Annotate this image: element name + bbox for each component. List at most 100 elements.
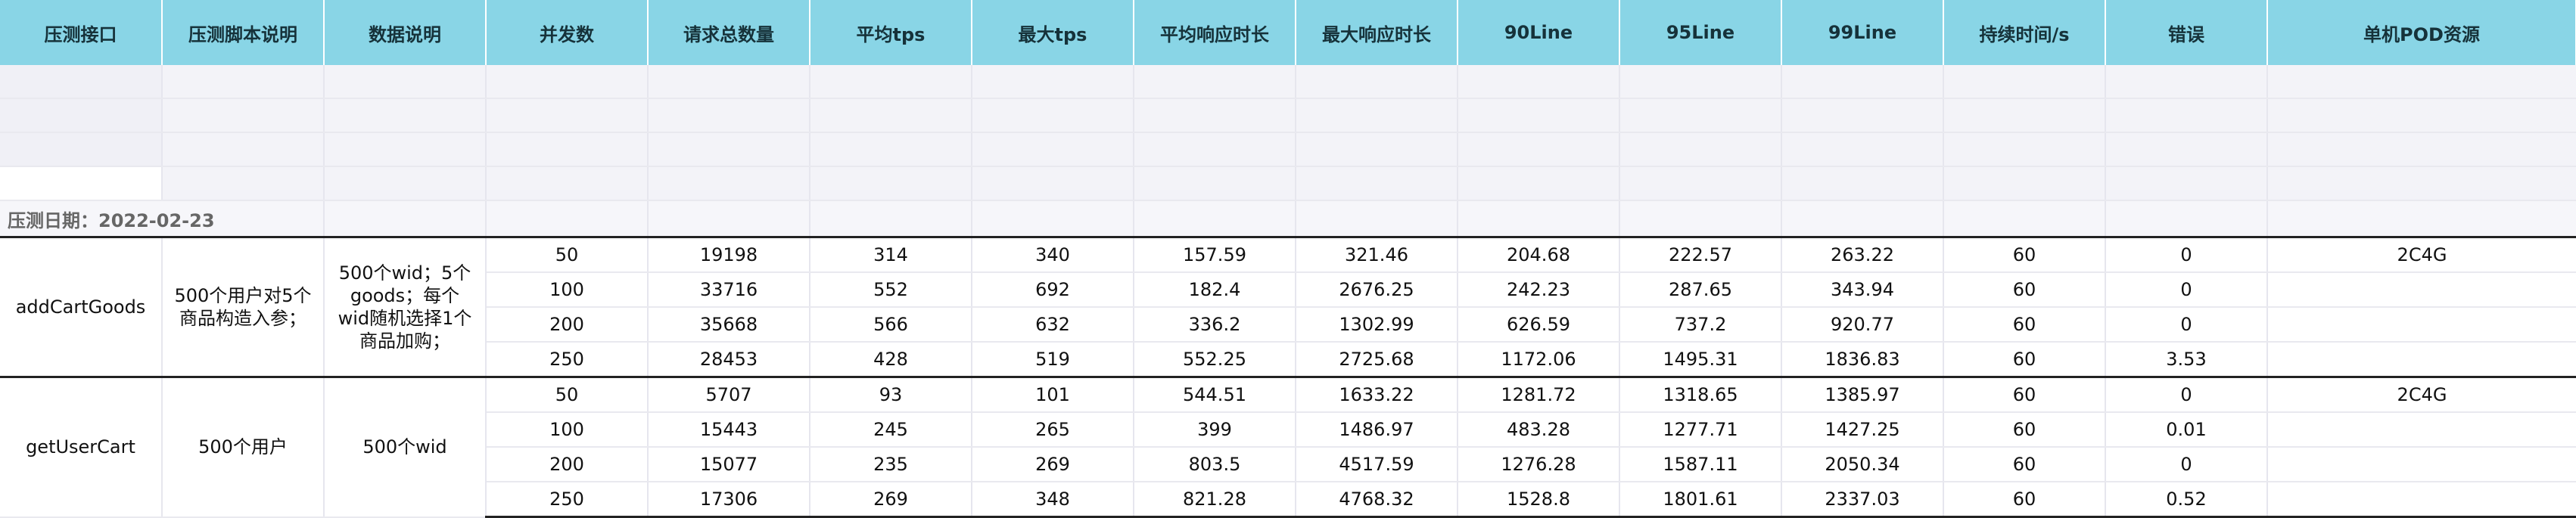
- blank-cell[interactable]: [486, 166, 649, 201]
- blank-cell[interactable]: [2105, 98, 2268, 133]
- pod-resource-cell[interactable]: [2267, 307, 2576, 343]
- blank-cell[interactable]: [324, 200, 487, 238]
- blank-cell[interactable]: [1619, 98, 1782, 133]
- blank-cell[interactable]: [1943, 132, 2106, 167]
- duration-cell[interactable]: 60: [1943, 447, 2106, 482]
- blank-cell[interactable]: [486, 132, 649, 167]
- concurrency-cell[interactable]: 250: [486, 482, 649, 518]
- total-requests-cell[interactable]: 33716: [648, 272, 810, 308]
- line90-cell[interactable]: 626.59: [1458, 307, 1620, 343]
- errors-cell[interactable]: 0: [2105, 236, 2268, 273]
- avg-rt-cell[interactable]: 552.25: [1134, 342, 1296, 378]
- line90-cell[interactable]: 242.23: [1458, 272, 1620, 308]
- pod-resource-cell[interactable]: 2C4G: [2267, 236, 2576, 273]
- blank-cell[interactable]: [486, 65, 649, 99]
- line99-cell[interactable]: 2050.34: [1781, 447, 1944, 482]
- max-rt-cell[interactable]: 321.46: [1296, 236, 1458, 273]
- blank-cell[interactable]: [2267, 132, 2576, 167]
- blank-cell[interactable]: [2105, 65, 2268, 99]
- blank-cell[interactable]: [1458, 65, 1620, 99]
- header-cell-api[interactable]: 压测接口: [0, 0, 163, 65]
- total-requests-cell[interactable]: 28453: [648, 342, 810, 378]
- blank-cell[interactable]: [1943, 98, 2106, 133]
- line99-cell[interactable]: 343.94: [1781, 272, 1944, 308]
- blank-cell[interactable]: [1781, 132, 1944, 167]
- concurrency-cell[interactable]: 200: [486, 307, 649, 343]
- errors-cell[interactable]: 0: [2105, 272, 2268, 308]
- blank-cell[interactable]: [1296, 200, 1458, 238]
- blank-cell[interactable]: [810, 200, 972, 238]
- concurrency-cell[interactable]: 50: [486, 376, 649, 413]
- api-name-cell[interactable]: addCartGoods: [0, 236, 163, 378]
- total-requests-cell[interactable]: 5707: [648, 376, 810, 413]
- line95-cell[interactable]: 1587.11: [1619, 447, 1782, 482]
- line99-cell[interactable]: 1427.25: [1781, 412, 1944, 448]
- blank-cell[interactable]: [1458, 166, 1620, 201]
- blank-cell[interactable]: [324, 132, 487, 167]
- blank-cell[interactable]: [1296, 98, 1458, 133]
- line90-cell[interactable]: 1528.8: [1458, 482, 1620, 518]
- blank-cell[interactable]: [810, 132, 972, 167]
- blank-cell[interactable]: [324, 65, 487, 99]
- blank-cell[interactable]: [0, 132, 163, 167]
- header-cell-total-requests[interactable]: 请求总数量: [648, 0, 810, 65]
- blank-cell[interactable]: [324, 98, 487, 133]
- blank-cell[interactable]: [810, 98, 972, 133]
- max-tps-cell[interactable]: 265: [972, 412, 1134, 448]
- blank-cell[interactable]: [486, 200, 649, 238]
- max-tps-cell[interactable]: 692: [972, 272, 1134, 308]
- data-desc-cell[interactable]: 500个wid；5个goods；每个wid随机选择1个商品加购；: [324, 236, 487, 378]
- blank-cell[interactable]: [648, 65, 810, 99]
- errors-cell[interactable]: 0: [2105, 447, 2268, 482]
- avg-tps-cell[interactable]: 269: [810, 482, 972, 518]
- blank-cell[interactable]: [162, 132, 325, 167]
- avg-rt-cell[interactable]: 803.5: [1134, 447, 1296, 482]
- blank-cell[interactable]: [1619, 166, 1782, 201]
- line95-cell[interactable]: 1801.61: [1619, 482, 1782, 518]
- header-cell-pod[interactable]: 单机POD资源: [2267, 0, 2576, 65]
- blank-cell[interactable]: [1134, 65, 1296, 99]
- header-cell-max-rt[interactable]: 最大响应时长: [1296, 0, 1458, 65]
- total-requests-cell[interactable]: 15077: [648, 447, 810, 482]
- avg-rt-cell[interactable]: 544.51: [1134, 376, 1296, 413]
- blank-cell[interactable]: [162, 166, 325, 201]
- total-requests-cell[interactable]: 35668: [648, 307, 810, 343]
- blank-cell[interactable]: [810, 65, 972, 99]
- data-desc-cell[interactable]: 500个wid: [324, 376, 487, 518]
- blank-cell[interactable]: [1296, 132, 1458, 167]
- concurrency-cell[interactable]: 200: [486, 447, 649, 482]
- pod-resource-cell[interactable]: [2267, 412, 2576, 448]
- header-cell-95line[interactable]: 95Line: [1619, 0, 1782, 65]
- header-cell-errors[interactable]: 错误: [2105, 0, 2268, 65]
- line95-cell[interactable]: 222.57: [1619, 236, 1782, 273]
- blank-cell[interactable]: [648, 200, 810, 238]
- avg-tps-cell[interactable]: 552: [810, 272, 972, 308]
- header-cell-duration[interactable]: 持续时间/s: [1943, 0, 2106, 65]
- blank-cell[interactable]: [1781, 200, 1944, 238]
- blank-cell[interactable]: [972, 65, 1134, 99]
- blank-cell[interactable]: [162, 65, 325, 99]
- blank-cell[interactable]: [1781, 65, 1944, 99]
- line95-cell[interactable]: 1318.65: [1619, 376, 1782, 413]
- avg-tps-cell[interactable]: 428: [810, 342, 972, 378]
- blank-cell[interactable]: [2267, 98, 2576, 133]
- blank-cell[interactable]: [1134, 200, 1296, 238]
- line95-cell[interactable]: 1277.71: [1619, 412, 1782, 448]
- avg-rt-cell[interactable]: 182.4: [1134, 272, 1296, 308]
- header-cell-script-desc[interactable]: 压测脚本说明: [162, 0, 325, 65]
- max-rt-cell[interactable]: 2725.68: [1296, 342, 1458, 378]
- blank-cell[interactable]: [810, 166, 972, 201]
- header-cell-avg-tps[interactable]: 平均tps: [810, 0, 972, 65]
- duration-cell[interactable]: 60: [1943, 376, 2106, 413]
- blank-cell[interactable]: [1943, 65, 2106, 99]
- max-rt-cell[interactable]: 1633.22: [1296, 376, 1458, 413]
- pod-resource-cell[interactable]: 2C4G: [2267, 376, 2576, 413]
- pod-resource-cell[interactable]: [2267, 482, 2576, 518]
- blank-cell[interactable]: [1134, 166, 1296, 201]
- blank-cell[interactable]: [2267, 65, 2576, 99]
- script-desc-cell[interactable]: 500个用户: [162, 376, 325, 518]
- blank-cell[interactable]: [0, 65, 163, 99]
- blank-cell[interactable]: [1943, 166, 2106, 201]
- blank-cell[interactable]: [1296, 65, 1458, 99]
- avg-tps-cell[interactable]: 235: [810, 447, 972, 482]
